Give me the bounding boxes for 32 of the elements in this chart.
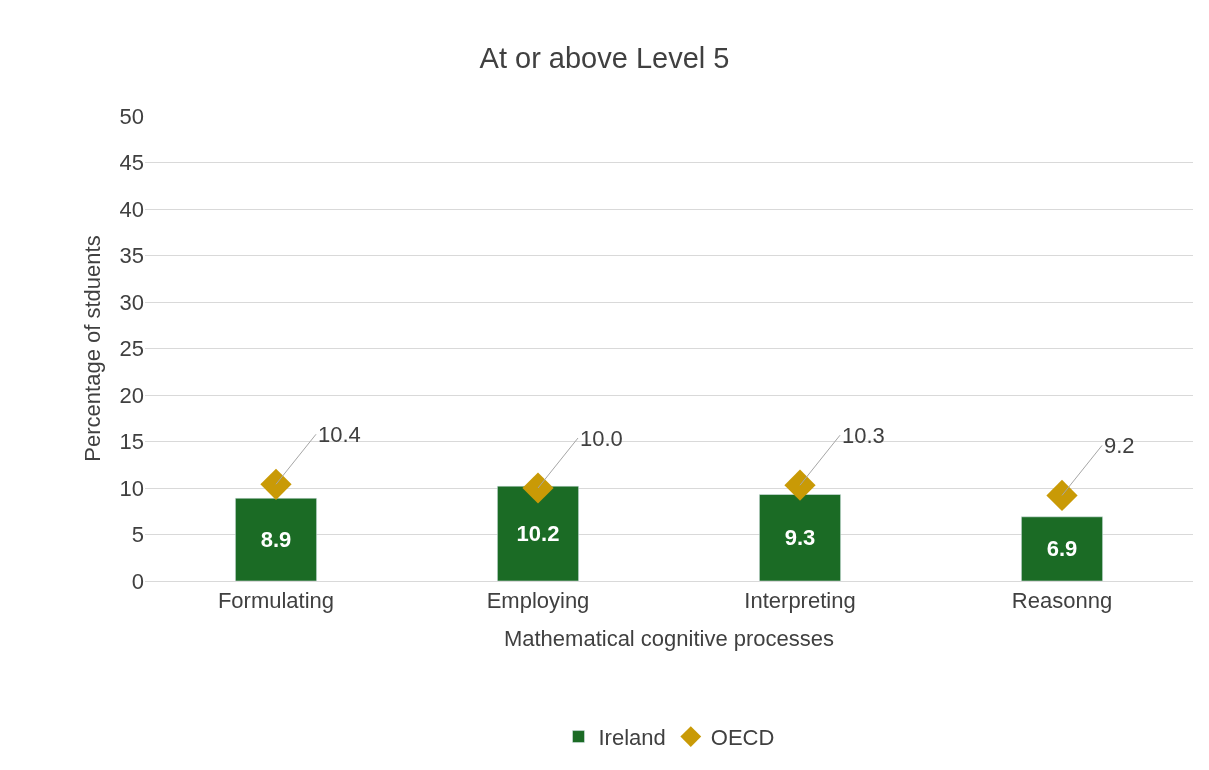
y-tick-label: 5 <box>131 522 144 548</box>
bar <box>497 485 579 581</box>
x-axis-title: Mathematical cognitive processes <box>503 626 835 652</box>
data-label: 10.4 <box>318 422 361 447</box>
y-tick-label: 30 <box>119 289 144 315</box>
chart-title: At or above Level 5 <box>479 42 730 75</box>
data-label: 10.0 <box>580 426 623 451</box>
x-tick-label: Employing <box>486 588 590 614</box>
bar <box>235 497 317 581</box>
y-tick-label: 45 <box>119 150 144 176</box>
y-tick-label: 25 <box>119 336 144 362</box>
y-tick-label: 0 <box>131 568 144 594</box>
y-tick-label: 35 <box>119 243 144 269</box>
data-label: 9.2 <box>1104 433 1135 458</box>
data-label: 9.3 <box>784 525 816 551</box>
x-tick-label: Formulating <box>217 588 335 614</box>
data-label: 8.9 <box>260 527 292 553</box>
y-tick-label: 15 <box>119 429 144 455</box>
bar <box>759 494 841 581</box>
y-tick-label: 50 <box>119 103 144 129</box>
legend-label: Ireland <box>598 725 666 751</box>
y-tick-label: 40 <box>119 196 144 222</box>
legend-label: OECD <box>710 725 775 751</box>
y-axis-title: Percentage of stduents <box>80 235 106 462</box>
data-label: 10.2 <box>516 521 560 547</box>
x-tick-label: Reasonng <box>1011 588 1113 614</box>
data-label: 10.3 <box>842 423 885 448</box>
x-tick-label: Interpreting <box>744 588 856 614</box>
bar <box>1021 516 1103 581</box>
y-tick-label: 10 <box>119 475 144 501</box>
y-tick-label: 20 <box>119 382 144 408</box>
data-label: 6.9 <box>1046 536 1078 562</box>
